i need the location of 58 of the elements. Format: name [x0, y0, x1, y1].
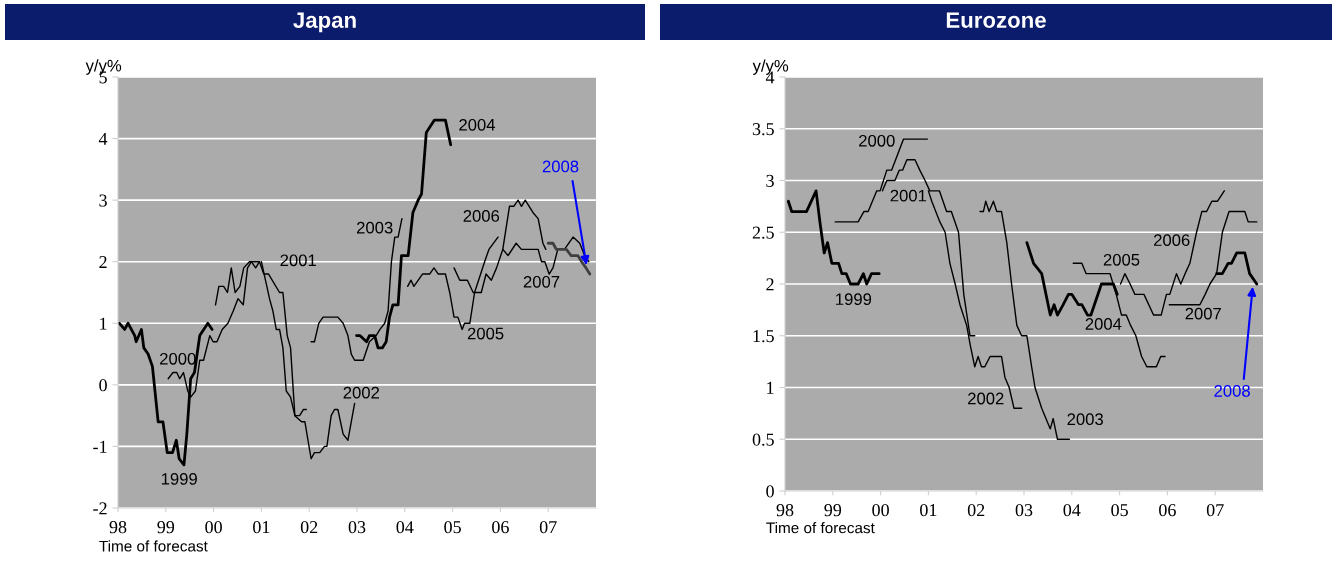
chart-title: Eurozone: [946, 12, 1046, 28]
y-tick-label: 3: [99, 194, 107, 207]
x-axis-title: Time of forecast: [99, 540, 208, 552]
y-tick-label: -1: [93, 440, 107, 453]
y-tick-label: 1: [767, 381, 774, 394]
series-label: 1999: [836, 293, 872, 306]
series-label: 2006: [1154, 234, 1190, 247]
x-tick-label: 02: [967, 504, 985, 517]
y-tick-label: 3: [766, 174, 774, 187]
x-tick-label: 99: [824, 504, 842, 517]
x-tick-label: 01: [253, 521, 270, 534]
x-tick-label: 07: [1206, 504, 1224, 517]
y-tick-label: 2: [99, 256, 107, 268]
x-tick-label: 00: [872, 504, 889, 517]
x-tick-label: 06: [492, 521, 509, 534]
series-label: 1999: [161, 472, 197, 485]
annotation: 2008: [542, 160, 579, 173]
annotation: 2008: [1214, 385, 1250, 397]
y-tick-label: 3.5: [752, 123, 774, 136]
y-tick-label: 0: [766, 485, 774, 498]
y-tick-label: 2: [766, 278, 774, 291]
series-label: 2003: [1067, 413, 1103, 426]
x-tick-label: 05: [1111, 504, 1128, 517]
x-tick-label: 02: [300, 521, 318, 534]
series-label: 2006: [463, 210, 500, 222]
x-tick-label: 04: [1063, 504, 1081, 517]
x-tick-label: 05: [444, 521, 461, 534]
x-tick-label: 04: [396, 521, 414, 534]
x-tick-label: 98: [776, 504, 794, 517]
chart-title: Japan: [293, 12, 356, 33]
series-label: 2002: [968, 392, 1004, 405]
x-tick-label: 03: [1015, 504, 1033, 517]
x-tick-label: 99: [157, 521, 175, 534]
series-label: 2001: [280, 254, 316, 267]
x-tick-label: 98: [109, 521, 127, 534]
y-tick-label: 1: [100, 317, 107, 330]
y-tick-label: -2: [93, 502, 107, 515]
series-label: 2001: [890, 189, 927, 202]
y-tick-label: 0.5: [752, 433, 774, 446]
series-label: 2007: [1185, 307, 1221, 320]
series-label: 2007: [523, 275, 560, 288]
x-tick-label: 06: [1159, 504, 1176, 517]
series-label: 2000: [859, 134, 895, 147]
series-label: 2004: [1085, 318, 1122, 330]
y-tick-label: 4: [98, 132, 108, 145]
x-axis-title: Time of forecast: [766, 522, 875, 534]
series-label: 2005: [467, 327, 504, 340]
series-label: 2003: [356, 221, 393, 234]
y-tick-label: 1.5: [753, 330, 774, 343]
x-tick-label: 00: [205, 521, 222, 534]
y-tick-label: 0: [99, 379, 107, 392]
y-tick-label: 2.5: [752, 226, 774, 239]
x-tick-label: 03: [348, 521, 366, 534]
x-tick-label: 01: [920, 504, 937, 517]
series-label: 2002: [343, 386, 380, 399]
x-tick-label: 07: [539, 521, 557, 534]
series-label: 2004: [459, 118, 496, 131]
series-label: 2005: [1103, 253, 1140, 266]
